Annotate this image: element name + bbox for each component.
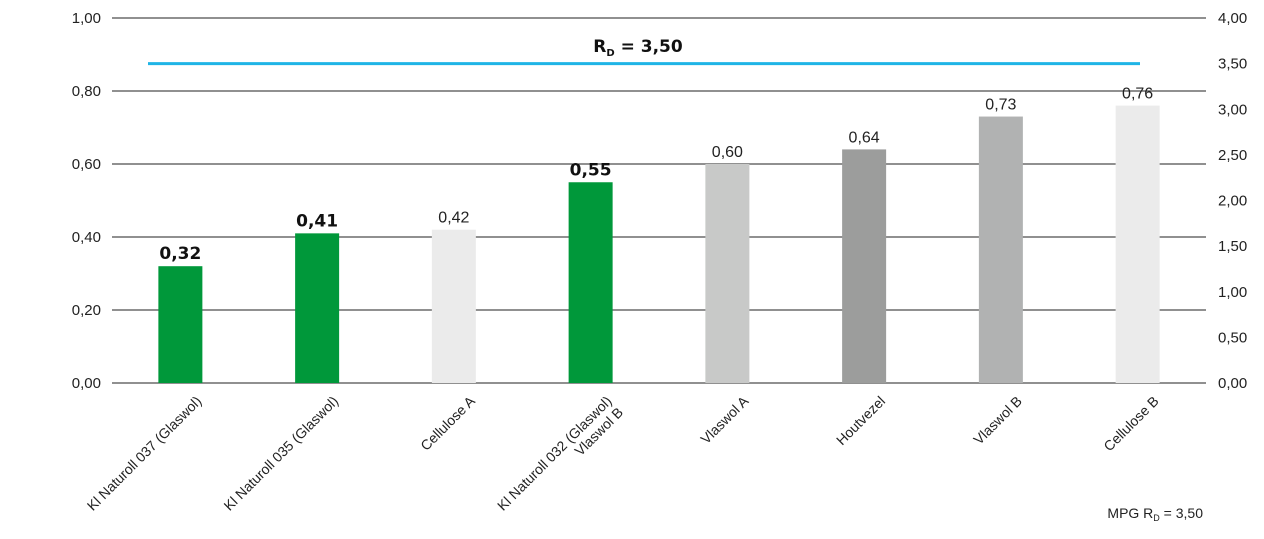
reference-line-label: RD = 3,50: [593, 37, 683, 59]
bar: [568, 182, 613, 383]
data-label: 0,76: [1122, 86, 1153, 103]
x-tick-label: Kl Naturoll 032 (Glaswol)Vlaswol B: [494, 393, 626, 525]
y2-tick-label: 3,50: [1218, 56, 1247, 73]
y-tick-label: 1,00: [72, 10, 101, 27]
x-tick-label: Cellulose A: [417, 392, 478, 453]
y-tick-label: 0,80: [72, 83, 101, 100]
y-tick-label: 0,00: [72, 375, 101, 392]
x-tick-label: Houtvezel: [833, 393, 888, 448]
y2-tick-label: 3,00: [1218, 101, 1247, 118]
x-tick-label: Vlaswol A: [697, 392, 752, 447]
data-label: 0,64: [849, 129, 880, 146]
bar: [705, 164, 750, 383]
footnote: MPG RD = 3,50: [1107, 505, 1203, 523]
x-tick-label: Kl Naturoll 035 (Glaswol): [220, 393, 341, 514]
y2-tick-label: 2,00: [1218, 193, 1247, 210]
x-tick-label: Kl Naturoll 037 (Glaswol): [84, 393, 205, 514]
y2-tick-label: 2,50: [1218, 147, 1247, 164]
data-label: 0,32: [159, 244, 201, 264]
data-label: 0,73: [985, 97, 1016, 114]
x-tick-label: Cellulose B: [1100, 393, 1161, 454]
y2-tick-label: 0,50: [1218, 329, 1247, 346]
y2-tick-label: 1,00: [1218, 284, 1247, 301]
data-label: 0,42: [438, 210, 469, 227]
y2-tick-label: 4,00: [1218, 10, 1247, 27]
bar: [158, 266, 203, 383]
data-label: 0,60: [712, 144, 743, 161]
data-label: 0,55: [570, 160, 612, 180]
bar: [978, 116, 1023, 384]
y2-tick-label: 0,00: [1218, 375, 1247, 392]
y-tick-label: 0,20: [72, 302, 101, 319]
bar: [431, 229, 476, 383]
bar: [295, 233, 340, 383]
y-tick-label: 0,40: [72, 229, 101, 246]
y2-tick-label: 1,50: [1218, 238, 1247, 255]
data-label: 0,41: [296, 211, 338, 231]
x-tick-label: Vlaswol B: [970, 393, 1025, 448]
bar: [1115, 105, 1160, 383]
bar: [842, 149, 887, 383]
y-tick-label: 0,60: [72, 156, 101, 173]
